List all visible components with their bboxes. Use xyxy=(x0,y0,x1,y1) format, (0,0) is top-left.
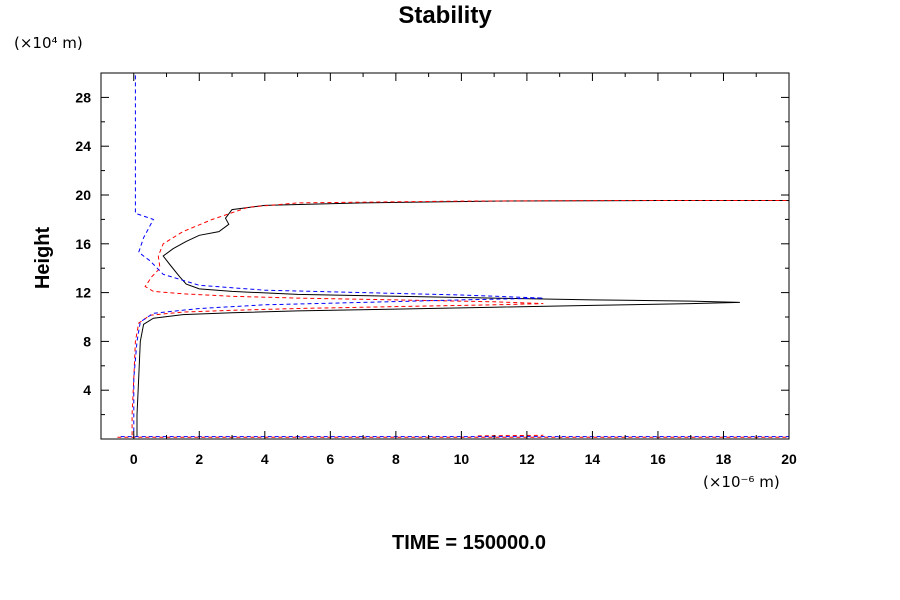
x-tick-label: 4 xyxy=(261,451,269,467)
y-tick-label: 12 xyxy=(75,285,91,301)
x-tick-label: 10 xyxy=(454,451,470,467)
series-0-line-0 xyxy=(136,200,789,437)
x-tick-label: 14 xyxy=(585,451,601,467)
x-tick-label: 8 xyxy=(392,451,400,467)
series-2-line-0 xyxy=(133,75,544,436)
y-tick-label: 4 xyxy=(83,382,91,398)
x-tick-label: 2 xyxy=(195,451,203,467)
x-tick-label: 16 xyxy=(650,451,666,467)
x-tick-label: 12 xyxy=(519,451,535,467)
x-tick-label: 6 xyxy=(326,451,334,467)
time-label: TIME = 150000.0 xyxy=(392,532,546,554)
y-tick-label: 20 xyxy=(75,187,91,203)
y-tick-label: 28 xyxy=(75,89,91,105)
series-1-line-2 xyxy=(477,434,544,437)
y-tick-label: 8 xyxy=(83,333,91,349)
y-unit-label: (×10⁴ m) xyxy=(14,34,83,52)
x-unit-label: (×10⁻⁶ m) xyxy=(703,473,780,491)
x-tick-label: 20 xyxy=(781,451,797,467)
x-tick-label: 0 xyxy=(130,451,138,467)
plot-frame xyxy=(100,72,790,440)
x-tick-label: 18 xyxy=(716,451,732,467)
y-tick-label: 24 xyxy=(75,138,91,154)
series-layer xyxy=(117,75,789,438)
y-axis-label: Height xyxy=(32,227,54,290)
y-tick-label: 16 xyxy=(75,236,91,252)
series-1-line-1 xyxy=(131,200,789,436)
chart-title: Stability xyxy=(398,2,492,29)
